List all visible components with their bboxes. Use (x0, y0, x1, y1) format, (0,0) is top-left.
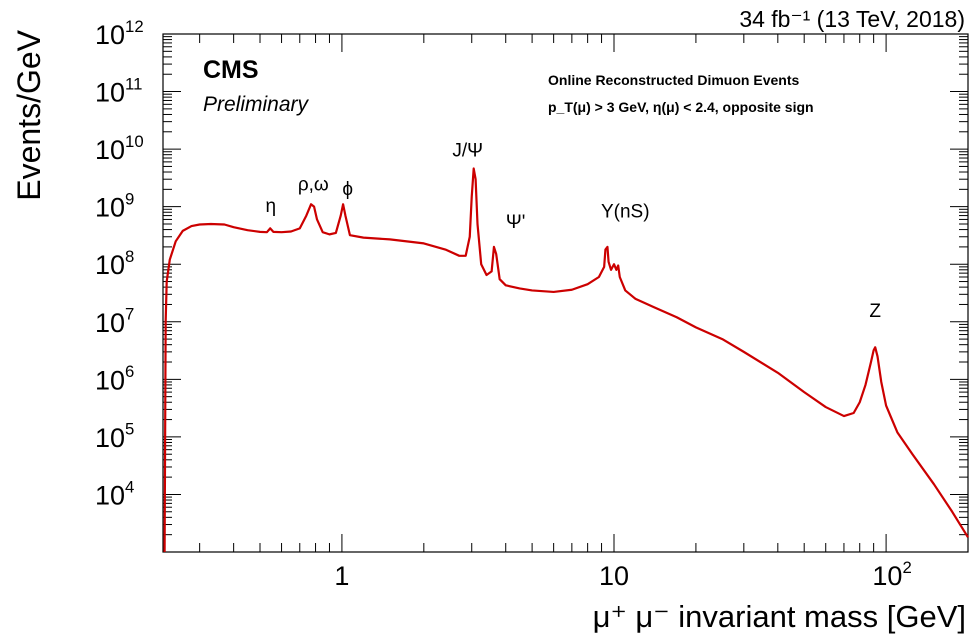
y-tick-label: 1012 (95, 17, 144, 50)
x-tick-label: 1 (334, 561, 349, 591)
y-tick-label: 1010 (95, 132, 144, 165)
x-tick-labels: 1 10 102 (334, 558, 911, 591)
resonance-label: J/Ψ (452, 140, 483, 161)
axes (162, 33, 969, 553)
y-tick-label: 106 (95, 362, 134, 395)
y-tick-label: 108 (95, 247, 134, 280)
lumi-label: 34 fb⁻¹ (13 TeV, 2018) (739, 6, 965, 32)
mass-spectrum-line (163, 167, 969, 553)
resonance-label: ρ,ω (298, 175, 329, 196)
experiment-label: CMS (203, 56, 259, 84)
plot-frame (162, 33, 969, 553)
description-line-1: Online Reconstructed Dimuon Events (548, 72, 799, 88)
y-tick-label: 105 (95, 420, 134, 453)
description-line-2: p_T(μ) > 3 GeV, η(μ) < 2.4, opposite sig… (548, 99, 814, 115)
y-tick-labels: 104 105 106 107 108 109 1010 1011 1012 (95, 17, 144, 511)
y-tick-label: 104 (95, 477, 134, 510)
x-tick-label: 10 (599, 561, 629, 591)
resonance-label: Z (869, 301, 881, 322)
y-tick-label: 1011 (95, 74, 142, 107)
y-tick-label: 107 (95, 305, 134, 338)
y-tick-label: 109 (95, 190, 134, 223)
status-label: Preliminary (203, 93, 310, 116)
resonance-labels: η ρ,ω ϕ J/Ψ Ψ' Y(nS) Z (266, 140, 882, 322)
resonance-label: Y(nS) (601, 201, 650, 222)
x-axis-title: μ⁺ μ⁻ invariant mass [GeV] (593, 599, 966, 634)
resonance-label: Ψ' (506, 212, 526, 233)
x-tick-label: 102 (872, 558, 911, 591)
resonance-label: ϕ (342, 179, 353, 200)
axis-ticks (163, 34, 969, 553)
resonance-label: η (266, 196, 277, 217)
series-layer (163, 167, 969, 553)
y-axis-title: Events/GeV (11, 29, 47, 200)
